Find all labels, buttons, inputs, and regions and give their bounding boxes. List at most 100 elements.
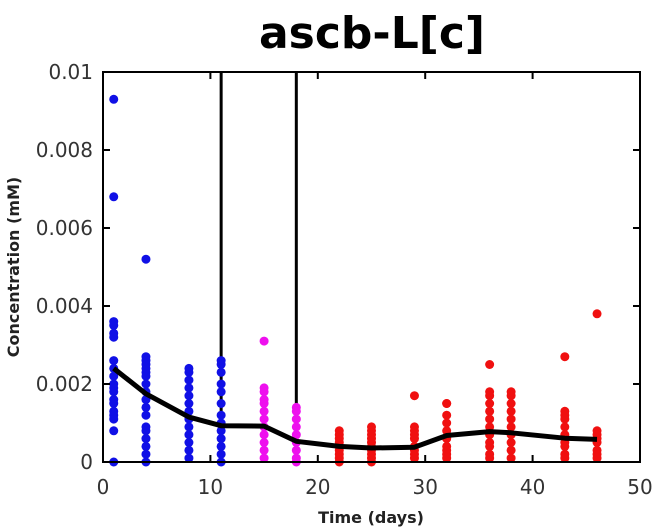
data-point — [109, 192, 119, 202]
data-point — [259, 399, 269, 408]
data-point — [506, 391, 516, 401]
data-point — [141, 434, 151, 444]
data-point — [216, 426, 226, 436]
data-point — [506, 453, 516, 463]
x-axis: 0 10 20 30 40 50 — [97, 72, 653, 499]
data-point — [109, 321, 119, 330]
data-point — [485, 414, 495, 424]
data-point — [291, 406, 301, 416]
data-point — [216, 434, 226, 444]
data-point — [216, 379, 226, 389]
data-point — [259, 438, 269, 447]
data-point — [109, 356, 119, 366]
data-point — [259, 387, 269, 397]
data-point — [141, 254, 151, 264]
data-point — [291, 445, 301, 455]
y-tick-label: 0.002 — [36, 372, 93, 396]
data-point — [291, 430, 301, 440]
data-point — [506, 422, 516, 432]
data-point — [259, 406, 269, 416]
data-point — [109, 399, 119, 408]
data-point — [291, 422, 301, 432]
data-point — [485, 441, 495, 451]
data-point — [141, 426, 151, 436]
data-point — [216, 367, 226, 377]
data-point — [442, 410, 452, 420]
y-axis-label: Concentration (mM) — [4, 177, 23, 358]
data-point — [184, 422, 194, 432]
data-point — [485, 399, 495, 408]
data-point — [291, 414, 301, 424]
data-point — [259, 445, 269, 455]
data-point — [409, 391, 419, 401]
plot-area — [109, 72, 602, 467]
data-point — [560, 414, 570, 424]
data-point — [216, 387, 226, 397]
x-axis-label: Time (days) — [318, 508, 424, 527]
x-tick-label: 50 — [627, 475, 652, 499]
data-point — [506, 414, 516, 424]
data-point — [259, 414, 269, 424]
data-point — [184, 445, 194, 455]
data-point — [259, 430, 269, 440]
y-tick-label: 0.004 — [36, 294, 93, 318]
data-point — [141, 371, 151, 381]
data-point — [216, 410, 226, 420]
data-point — [485, 406, 495, 416]
data-point — [141, 449, 151, 459]
data-point — [560, 453, 570, 463]
data-point — [109, 371, 119, 381]
data-point — [506, 445, 516, 455]
x-tick-label: 20 — [305, 475, 330, 499]
data-point — [592, 309, 602, 319]
data-point — [109, 332, 119, 342]
data-point — [109, 387, 119, 397]
data-point — [141, 402, 151, 412]
data-point — [109, 414, 119, 424]
data-point — [485, 391, 495, 401]
data-point — [485, 422, 495, 432]
y-axis: 0 0.002 0.004 0.006 0.008 0.01 — [36, 60, 640, 474]
plot-frame — [102, 71, 641, 463]
data-point — [442, 399, 452, 408]
y-tick-label: 0 — [80, 450, 93, 474]
y-tick-label: 0.01 — [48, 60, 93, 84]
x-tick-label: 30 — [412, 475, 437, 499]
data-point — [216, 360, 226, 369]
y-tick-label: 0.008 — [36, 138, 93, 162]
data-point — [506, 406, 516, 416]
data-point — [184, 453, 194, 463]
data-point — [409, 434, 419, 444]
data-point — [216, 399, 226, 408]
data-point — [141, 379, 151, 389]
data-point — [216, 441, 226, 451]
x-tick-label: 40 — [520, 475, 545, 499]
data-point — [184, 375, 194, 385]
data-point — [184, 430, 194, 440]
data-point — [485, 453, 495, 463]
data-point — [184, 367, 194, 377]
data-point — [184, 383, 194, 393]
data-point — [141, 441, 151, 451]
y-tick-label: 0.006 — [36, 216, 93, 240]
data-point — [216, 449, 226, 459]
data-point — [506, 399, 516, 408]
data-point — [109, 94, 119, 104]
data-point — [259, 336, 269, 346]
data-point — [560, 441, 570, 451]
data-point — [485, 360, 495, 369]
data-point — [184, 399, 194, 408]
data-point — [506, 438, 516, 447]
data-point — [560, 422, 570, 432]
chart-title: ascb-L[c] — [259, 8, 485, 59]
x-tick-label: 10 — [198, 475, 223, 499]
data-point — [560, 352, 570, 362]
data-point — [442, 418, 452, 428]
data-point — [184, 391, 194, 401]
data-point — [592, 453, 602, 463]
data-point — [184, 438, 194, 447]
data-point — [109, 426, 119, 436]
data-point — [259, 453, 269, 463]
mean-trend-line — [112, 366, 598, 451]
